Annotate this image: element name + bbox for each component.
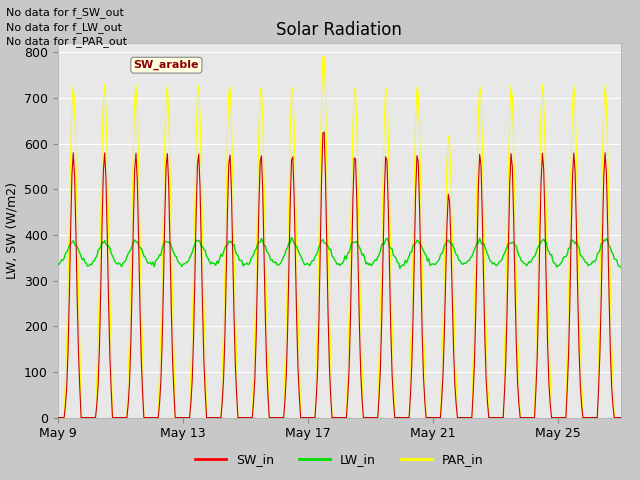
- Text: No data for f_PAR_out: No data for f_PAR_out: [6, 36, 127, 47]
- Text: No data for f_LW_out: No data for f_LW_out: [6, 22, 122, 33]
- Text: No data for f_SW_out: No data for f_SW_out: [6, 7, 124, 18]
- Y-axis label: LW, SW (W/m2): LW, SW (W/m2): [5, 182, 19, 279]
- Legend: SW_in, LW_in, PAR_in: SW_in, LW_in, PAR_in: [189, 448, 489, 471]
- Title: Solar Radiation: Solar Radiation: [276, 21, 402, 39]
- Text: SW_arable: SW_arable: [134, 60, 199, 70]
